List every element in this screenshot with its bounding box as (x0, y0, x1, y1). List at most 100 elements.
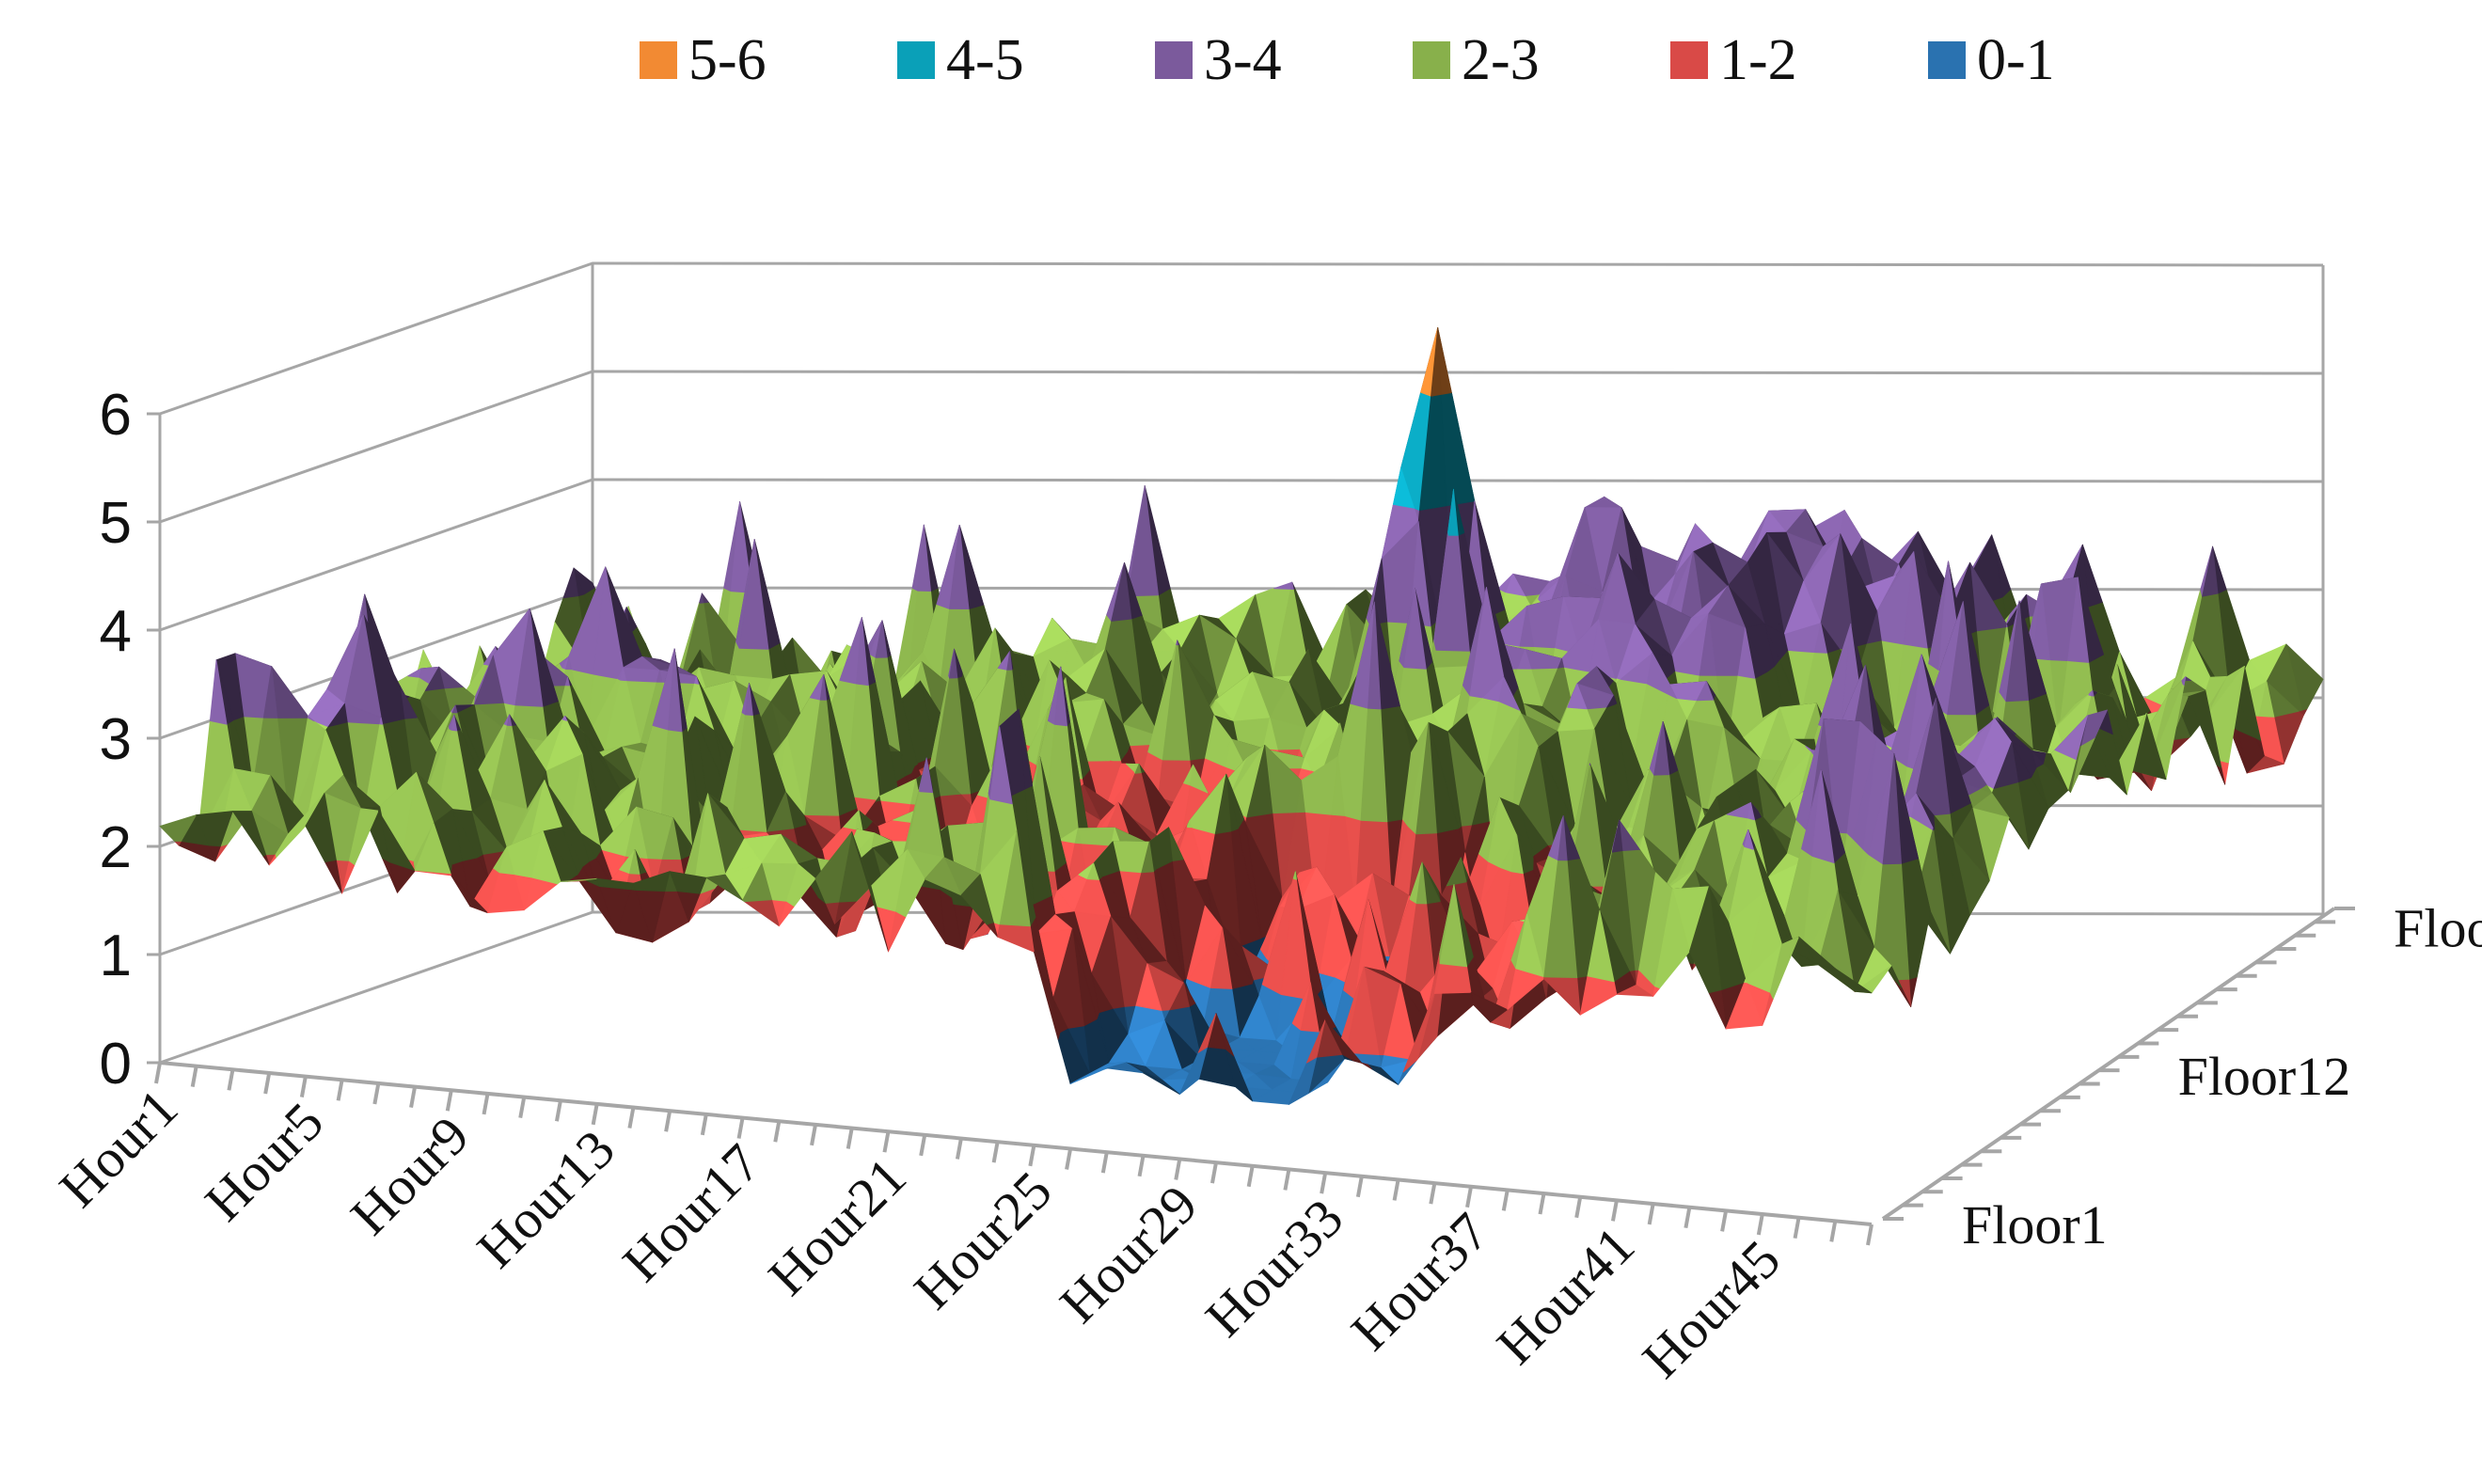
legend-label: 0-1 (1977, 28, 2055, 92)
legend-item: 2-3 (1413, 28, 1540, 92)
x-tick (1137, 1155, 1146, 1177)
surface-facet (1415, 721, 1437, 835)
x-tick (991, 1141, 1000, 1163)
x-tick (1210, 1161, 1218, 1184)
surface-facet (1403, 588, 1427, 670)
x-tick (1320, 1172, 1328, 1194)
x-tick (1793, 1217, 1801, 1239)
surface-facet (924, 857, 962, 896)
surface-facet (1744, 979, 1747, 984)
surface-facet (1616, 985, 1654, 997)
surface-facet (661, 817, 681, 860)
legend-swatch (1155, 41, 1193, 79)
surface-facet (1210, 927, 1233, 989)
surface-facet (960, 874, 994, 925)
surface-facet (1555, 596, 1581, 655)
x-tick (1174, 1159, 1182, 1180)
legend-swatch (1928, 41, 1966, 79)
surface-facet (2054, 715, 2089, 760)
legend-swatch (640, 41, 677, 79)
legend-swatch (1413, 41, 1450, 79)
surface-facet (2005, 624, 2008, 628)
depth-tick-label: Floor12 (2178, 1046, 2351, 1107)
surface-facet (474, 655, 504, 705)
surface-facet (1111, 562, 1132, 622)
surface-facet (919, 757, 933, 794)
surface-facet (1252, 1089, 1289, 1105)
x-tick (1246, 1165, 1255, 1188)
surface-facet (1433, 649, 1472, 669)
surface-facet (1606, 695, 1616, 708)
x-tick (1829, 1220, 1838, 1242)
surface-facet (271, 666, 309, 718)
surface-facet (2091, 690, 2095, 697)
surface-facet (1814, 623, 1827, 654)
legend-item: 4-5 (897, 28, 1024, 92)
surface-facet (451, 875, 488, 913)
surface-facet (742, 862, 772, 903)
surface-facet (730, 501, 752, 593)
surface-facet (1932, 828, 1935, 831)
x-tick (882, 1130, 891, 1153)
surface-facet (1135, 963, 1162, 1011)
surface-facet (1006, 651, 1013, 671)
surface-facet (1361, 1063, 1372, 1070)
surface-facet (949, 525, 970, 609)
x-tick (1647, 1203, 1655, 1225)
surface-facet (2067, 576, 2090, 663)
surface-facet (1903, 551, 1928, 649)
legend-item: 0-1 (1928, 28, 2055, 92)
surface-facet (705, 874, 743, 901)
surface-facet (1744, 829, 1754, 850)
x-tick (1392, 1179, 1400, 1201)
surface-facet (562, 716, 568, 721)
x-tick (1429, 1182, 1437, 1205)
z-tick-label: 2 (100, 815, 132, 880)
surface-facet (2258, 681, 2275, 718)
surface-facet (1074, 828, 1082, 845)
surface-facet (2032, 583, 2050, 661)
surface-facet (623, 667, 660, 683)
surface-facet (1611, 819, 1623, 853)
x-tick (1610, 1200, 1619, 1222)
legend-label: 3-4 (1204, 28, 1282, 92)
surface-facet (1295, 780, 1305, 813)
surface-facet (2182, 676, 2187, 686)
surface-facet (1584, 496, 1622, 509)
surface-facet (451, 715, 458, 732)
surface-facet (1696, 681, 1715, 702)
surface-facet (1054, 666, 1067, 727)
surface-facet (1141, 841, 1154, 874)
surface-facet (1190, 764, 1209, 794)
surface-facet (2202, 545, 2219, 597)
surface-facet (1447, 488, 1459, 536)
x-tick (591, 1103, 599, 1126)
surface-facet (1769, 936, 1799, 1000)
surface-facet (1653, 721, 1670, 776)
x-tick-label: Hour5 (193, 1091, 335, 1233)
surface-facet (1306, 1018, 1326, 1064)
surface-facet (1077, 827, 1115, 846)
surface-facet (1331, 756, 1346, 816)
surface-facet (560, 877, 598, 882)
surface-facet (1882, 753, 1902, 865)
surface-facet (1811, 769, 1835, 863)
surface-facet (738, 539, 769, 650)
surface-facet (1106, 1062, 1144, 1074)
x-tick (445, 1089, 453, 1112)
x-tick-label: Hour41 (1485, 1215, 1646, 1376)
surface-facet (656, 670, 663, 683)
x-tick (955, 1138, 963, 1160)
surface-facet (305, 793, 337, 862)
x-axis-line (159, 1061, 1873, 1226)
z-tick-label: 1 (100, 924, 132, 988)
legend-label: 1-2 (1719, 28, 1797, 92)
x-tick-label: Hour1 (47, 1077, 189, 1219)
surface-facet (1798, 936, 1836, 970)
surface-facet (451, 704, 458, 714)
x-tick (554, 1099, 562, 1122)
surface-facet (1557, 815, 1568, 861)
surface-facet (1128, 485, 1159, 597)
surface-facet (2005, 600, 2030, 703)
